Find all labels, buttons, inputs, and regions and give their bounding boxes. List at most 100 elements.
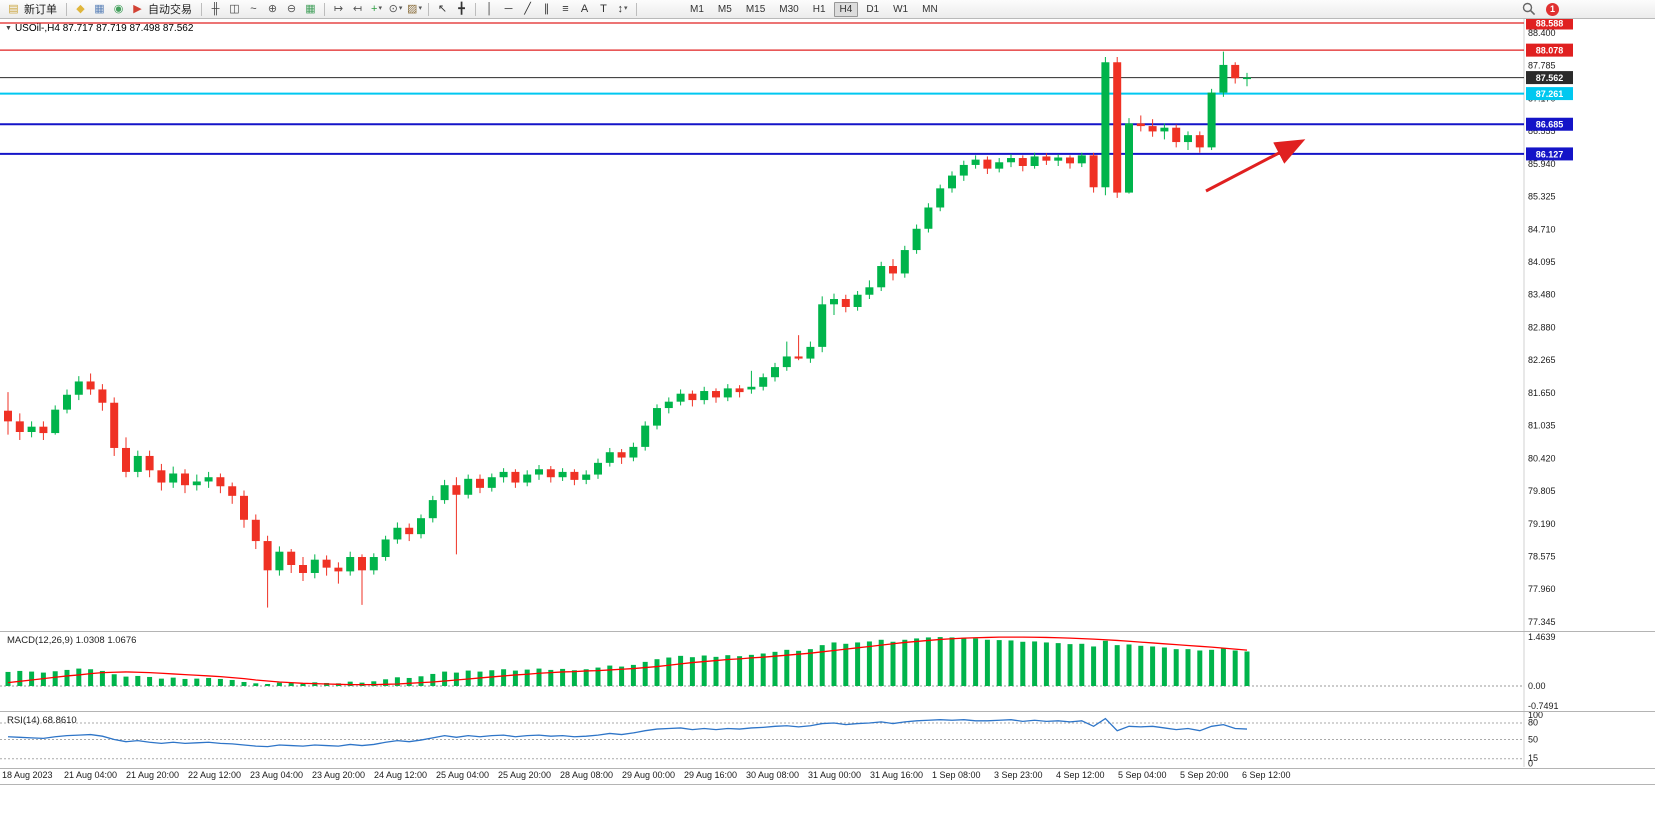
timeframe-m1[interactable]: M1	[690, 3, 704, 15]
new-order-label[interactable]: 新订单	[24, 4, 57, 16]
candle	[1125, 123, 1133, 193]
vertical-line-icon[interactable]: │	[486, 3, 493, 15]
macd-bar	[501, 669, 507, 686]
panel-separator[interactable]	[0, 631, 1655, 632]
macd-bar	[347, 681, 353, 686]
candle	[1160, 127, 1169, 132]
arrows-tool-icon[interactable]: ↕ ▾	[617, 3, 628, 15]
periods-clock-icon[interactable]: ⊙ ▾	[388, 3, 403, 15]
candle	[428, 500, 437, 519]
macd-bar	[1232, 650, 1238, 686]
candle	[86, 381, 95, 390]
text-icon[interactable]: A	[580, 3, 589, 15]
chart-symbol-label: ▼ USOil-,H4 87.717 87.719 87.498 87.562	[5, 23, 193, 34]
macd-bar	[595, 667, 601, 686]
timeframe-m15[interactable]: M15	[745, 3, 766, 15]
crosshair-icon[interactable]: ╋	[458, 3, 465, 15]
panel-separator[interactable]	[0, 711, 1655, 712]
macd-bar	[158, 678, 164, 686]
price-tag-label: 88.588	[1536, 19, 1564, 28]
template-icon[interactable]: ▨ ▾	[407, 3, 422, 15]
rsi-axis-label: 80	[1528, 718, 1538, 728]
candle	[334, 567, 343, 572]
candle	[735, 388, 744, 393]
candle	[759, 377, 768, 387]
trendline-icon[interactable]: ╱	[524, 3, 531, 15]
candle	[877, 266, 886, 288]
macd-bar	[1185, 649, 1191, 686]
price-chart-canvas[interactable]: 88.40087.78587.17086.55585.94085.32584.7…	[0, 19, 1655, 632]
text-label-icon[interactable]: T	[600, 3, 607, 15]
line-chart-type-icon[interactable]: ~	[250, 3, 257, 15]
candle	[122, 447, 130, 472]
charts-window-icon[interactable]: ▦	[94, 3, 105, 15]
candle	[535, 469, 543, 475]
collapse-triangle-icon[interactable]: ▼	[5, 25, 12, 32]
auto-scroll-icon[interactable]: ↦	[333, 3, 344, 15]
macd-bar	[831, 642, 837, 686]
timeframe-mn[interactable]: MN	[922, 3, 938, 15]
price-tag	[1526, 71, 1573, 85]
quotes-gold-icon[interactable]: ◆	[76, 3, 85, 15]
dropdown-caret-icon[interactable]: ▾	[623, 5, 628, 12]
price-axis-label: 77.345	[1528, 617, 1556, 627]
timeframe-m5[interactable]: M5	[717, 3, 732, 15]
equidistant-channel-icon[interactable]: ∥	[543, 3, 550, 15]
candle	[1007, 158, 1015, 163]
timeframe-d1[interactable]: D1	[866, 3, 880, 15]
new-order-icon[interactable]: ▤	[8, 3, 19, 15]
macd-axis-label: 1.4639	[1528, 632, 1556, 642]
bar-chart-type-icon[interactable]: ╫	[211, 3, 220, 15]
timeframe-m30[interactable]: M30	[779, 3, 799, 15]
horizontal-line-icon[interactable]: ─	[504, 3, 513, 15]
macd-bar	[1091, 646, 1097, 686]
candle	[192, 481, 201, 486]
toolbar-separator	[428, 2, 429, 16]
candle	[369, 557, 378, 571]
macd-bar	[1161, 647, 1167, 686]
macd-bar	[265, 683, 271, 686]
fibonacci-icon[interactable]: ≡	[562, 3, 569, 15]
dropdown-caret-icon[interactable]: ▾	[378, 5, 382, 12]
candle	[511, 471, 520, 483]
macd-bar	[1209, 649, 1215, 686]
auto-trading-label[interactable]: 自动交易	[148, 4, 192, 16]
candle	[1089, 155, 1098, 188]
zoom-out-icon[interactable]: ⊖	[286, 3, 297, 15]
tile-windows-icon[interactable]: ▦	[305, 3, 316, 15]
candle	[145, 455, 154, 471]
candle	[216, 477, 225, 487]
zoom-in-icon[interactable]: ⊕	[267, 3, 278, 15]
dropdown-caret-icon[interactable]: ▾	[398, 5, 403, 12]
add-indicator-icon[interactable]: + ▾	[371, 3, 382, 15]
search-icon[interactable]	[1520, 1, 1537, 17]
trend-arrow[interactable]	[1205, 139, 1306, 193]
notification-badge[interactable]: 1	[1546, 2, 1559, 16]
price-axis-label: 84.710	[1528, 224, 1556, 234]
price-tag-label: 87.261	[1536, 89, 1564, 99]
timeframe-h1[interactable]: H1	[812, 3, 826, 15]
timeframe-h4[interactable]: H4	[833, 1, 859, 17]
price-chart-panel[interactable]: 88.40087.78587.17086.55585.94085.32584.7…	[0, 19, 1655, 632]
macd-panel[interactable]: 1.4639 0.00 -0.7491	[0, 632, 1655, 711]
macd-bar	[170, 677, 176, 686]
candlestick-chart-type-icon[interactable]: ◫	[229, 3, 240, 15]
macd-bar	[147, 676, 153, 686]
chart-shift-icon[interactable]: ↤	[352, 3, 363, 15]
support-headset-icon[interactable]: ◉	[113, 3, 124, 15]
candle	[806, 346, 815, 359]
price-axis-label: 87.785	[1528, 61, 1556, 71]
candle	[558, 471, 567, 478]
dropdown-caret-icon[interactable]: ▾	[418, 5, 422, 12]
macd-bar	[1032, 641, 1038, 686]
auto-trading-icon[interactable]: ▶	[133, 3, 142, 15]
rsi-axis-label: 15	[1528, 753, 1538, 763]
timeframe-w1[interactable]: W1	[893, 3, 909, 15]
macd-bar	[737, 656, 743, 686]
cursor-icon[interactable]: ↖	[437, 3, 448, 15]
candle	[771, 367, 779, 378]
toolbar-separator	[324, 2, 325, 16]
rsi-indicator-label: RSI(14) 68.8610	[7, 715, 77, 726]
macd-bar	[961, 637, 967, 686]
